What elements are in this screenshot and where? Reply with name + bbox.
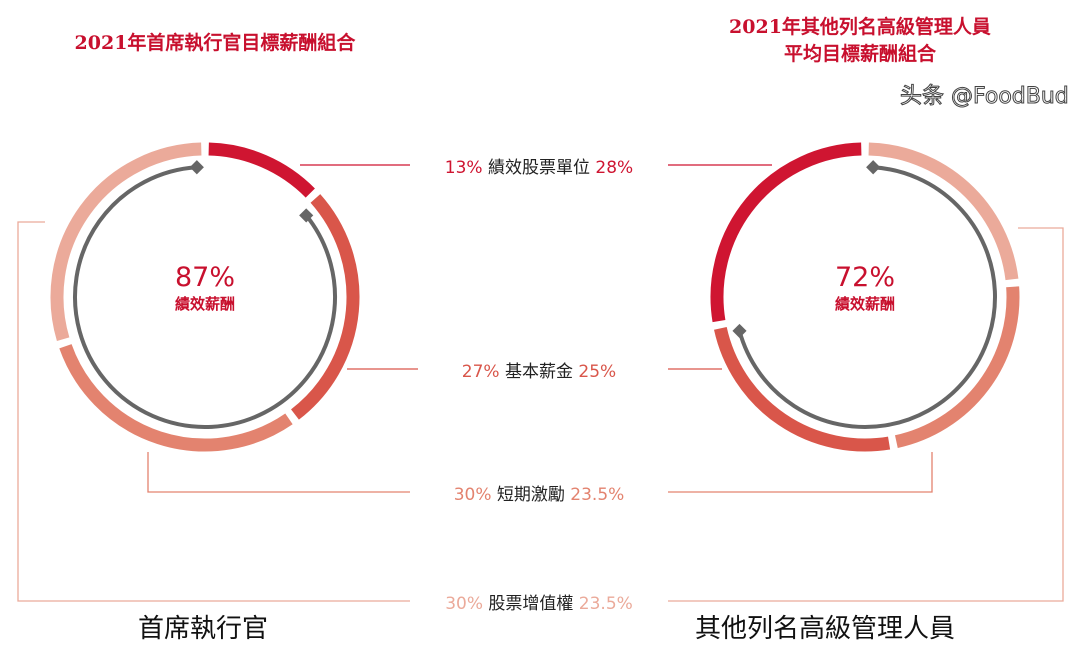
legend-label: 績效股票單位: [488, 158, 590, 178]
left-footer-label: 首席執行官: [138, 614, 269, 644]
donut-segment-績效股票單位: [710, 142, 862, 323]
donut-segment-股票增值權: [868, 142, 1019, 281]
right-center-label: 72% 績效薪酬: [785, 263, 945, 314]
right-chart-title: 2021年其他列名高級管理人員 平均目標薪酬組合: [680, 14, 1040, 68]
legend-row-sar: 30% 股票增值權 23.5%: [410, 589, 668, 614]
arc-endpoint-diamond-icon: [189, 160, 204, 175]
left-center-value: 87%: [174, 262, 235, 293]
arc-endpoint-diamond-icon: [299, 208, 314, 223]
connector-line-4: [17, 221, 1064, 602]
connector-line-3: [147, 452, 933, 493]
watermark: 头条 @FoodBud: [900, 84, 1070, 110]
legend-right-value: 28%: [595, 158, 634, 178]
legend-row-base-salary: 27% 基本薪金 25%: [420, 357, 658, 382]
arc-endpoint-diamond-icon: [732, 323, 747, 338]
performance-pay-arc: [73, 165, 337, 429]
left-center-text: 績效薪酬: [174, 295, 235, 313]
legend-right-value: 23.5%: [570, 485, 625, 505]
legend-left-value: 30%: [453, 485, 492, 505]
left-chart-title: 2021年首席執行官目標薪酬組合: [74, 32, 356, 54]
legend-label: 基本薪金: [505, 362, 573, 382]
donut-segment-基本薪金: [714, 326, 891, 452]
left-center-label: 87% 績效薪酬: [125, 263, 285, 314]
right-footer-label: 其他列名高級管理人員: [695, 614, 956, 644]
right-center-value: 72%: [834, 262, 895, 293]
right-title-line2: 平均目標薪酬組合: [783, 43, 936, 65]
legend-right-value: 25%: [578, 362, 617, 382]
donut-segment-績效股票單位: [208, 142, 315, 198]
right-center-text: 績效薪酬: [834, 295, 895, 313]
legend-right-value: 23.5%: [578, 594, 633, 614]
performance-pay-arc: [737, 165, 997, 429]
legend-label: 股票增值權: [488, 594, 574, 614]
legend-left-value: 30%: [445, 594, 483, 614]
donut-segment-股票增值權: [50, 142, 202, 342]
donut-segment-短期激勵: [894, 286, 1020, 448]
legend-left-value: 13%: [444, 158, 483, 178]
donut-segment-短期激勵: [59, 344, 293, 452]
right-title-line1: 2021年其他列名高級管理人員: [729, 16, 991, 38]
arc-endpoint-diamond-icon: [866, 160, 881, 175]
legend-row-psu: 13% 績效股票單位 28%: [410, 153, 668, 178]
donut-segment-基本薪金: [291, 194, 360, 420]
legend-left-value: 27%: [461, 362, 500, 382]
legend-label: 短期激勵: [496, 485, 565, 505]
legend-row-short-term-incentive: 30% 短期激勵 23.5%: [418, 480, 660, 505]
